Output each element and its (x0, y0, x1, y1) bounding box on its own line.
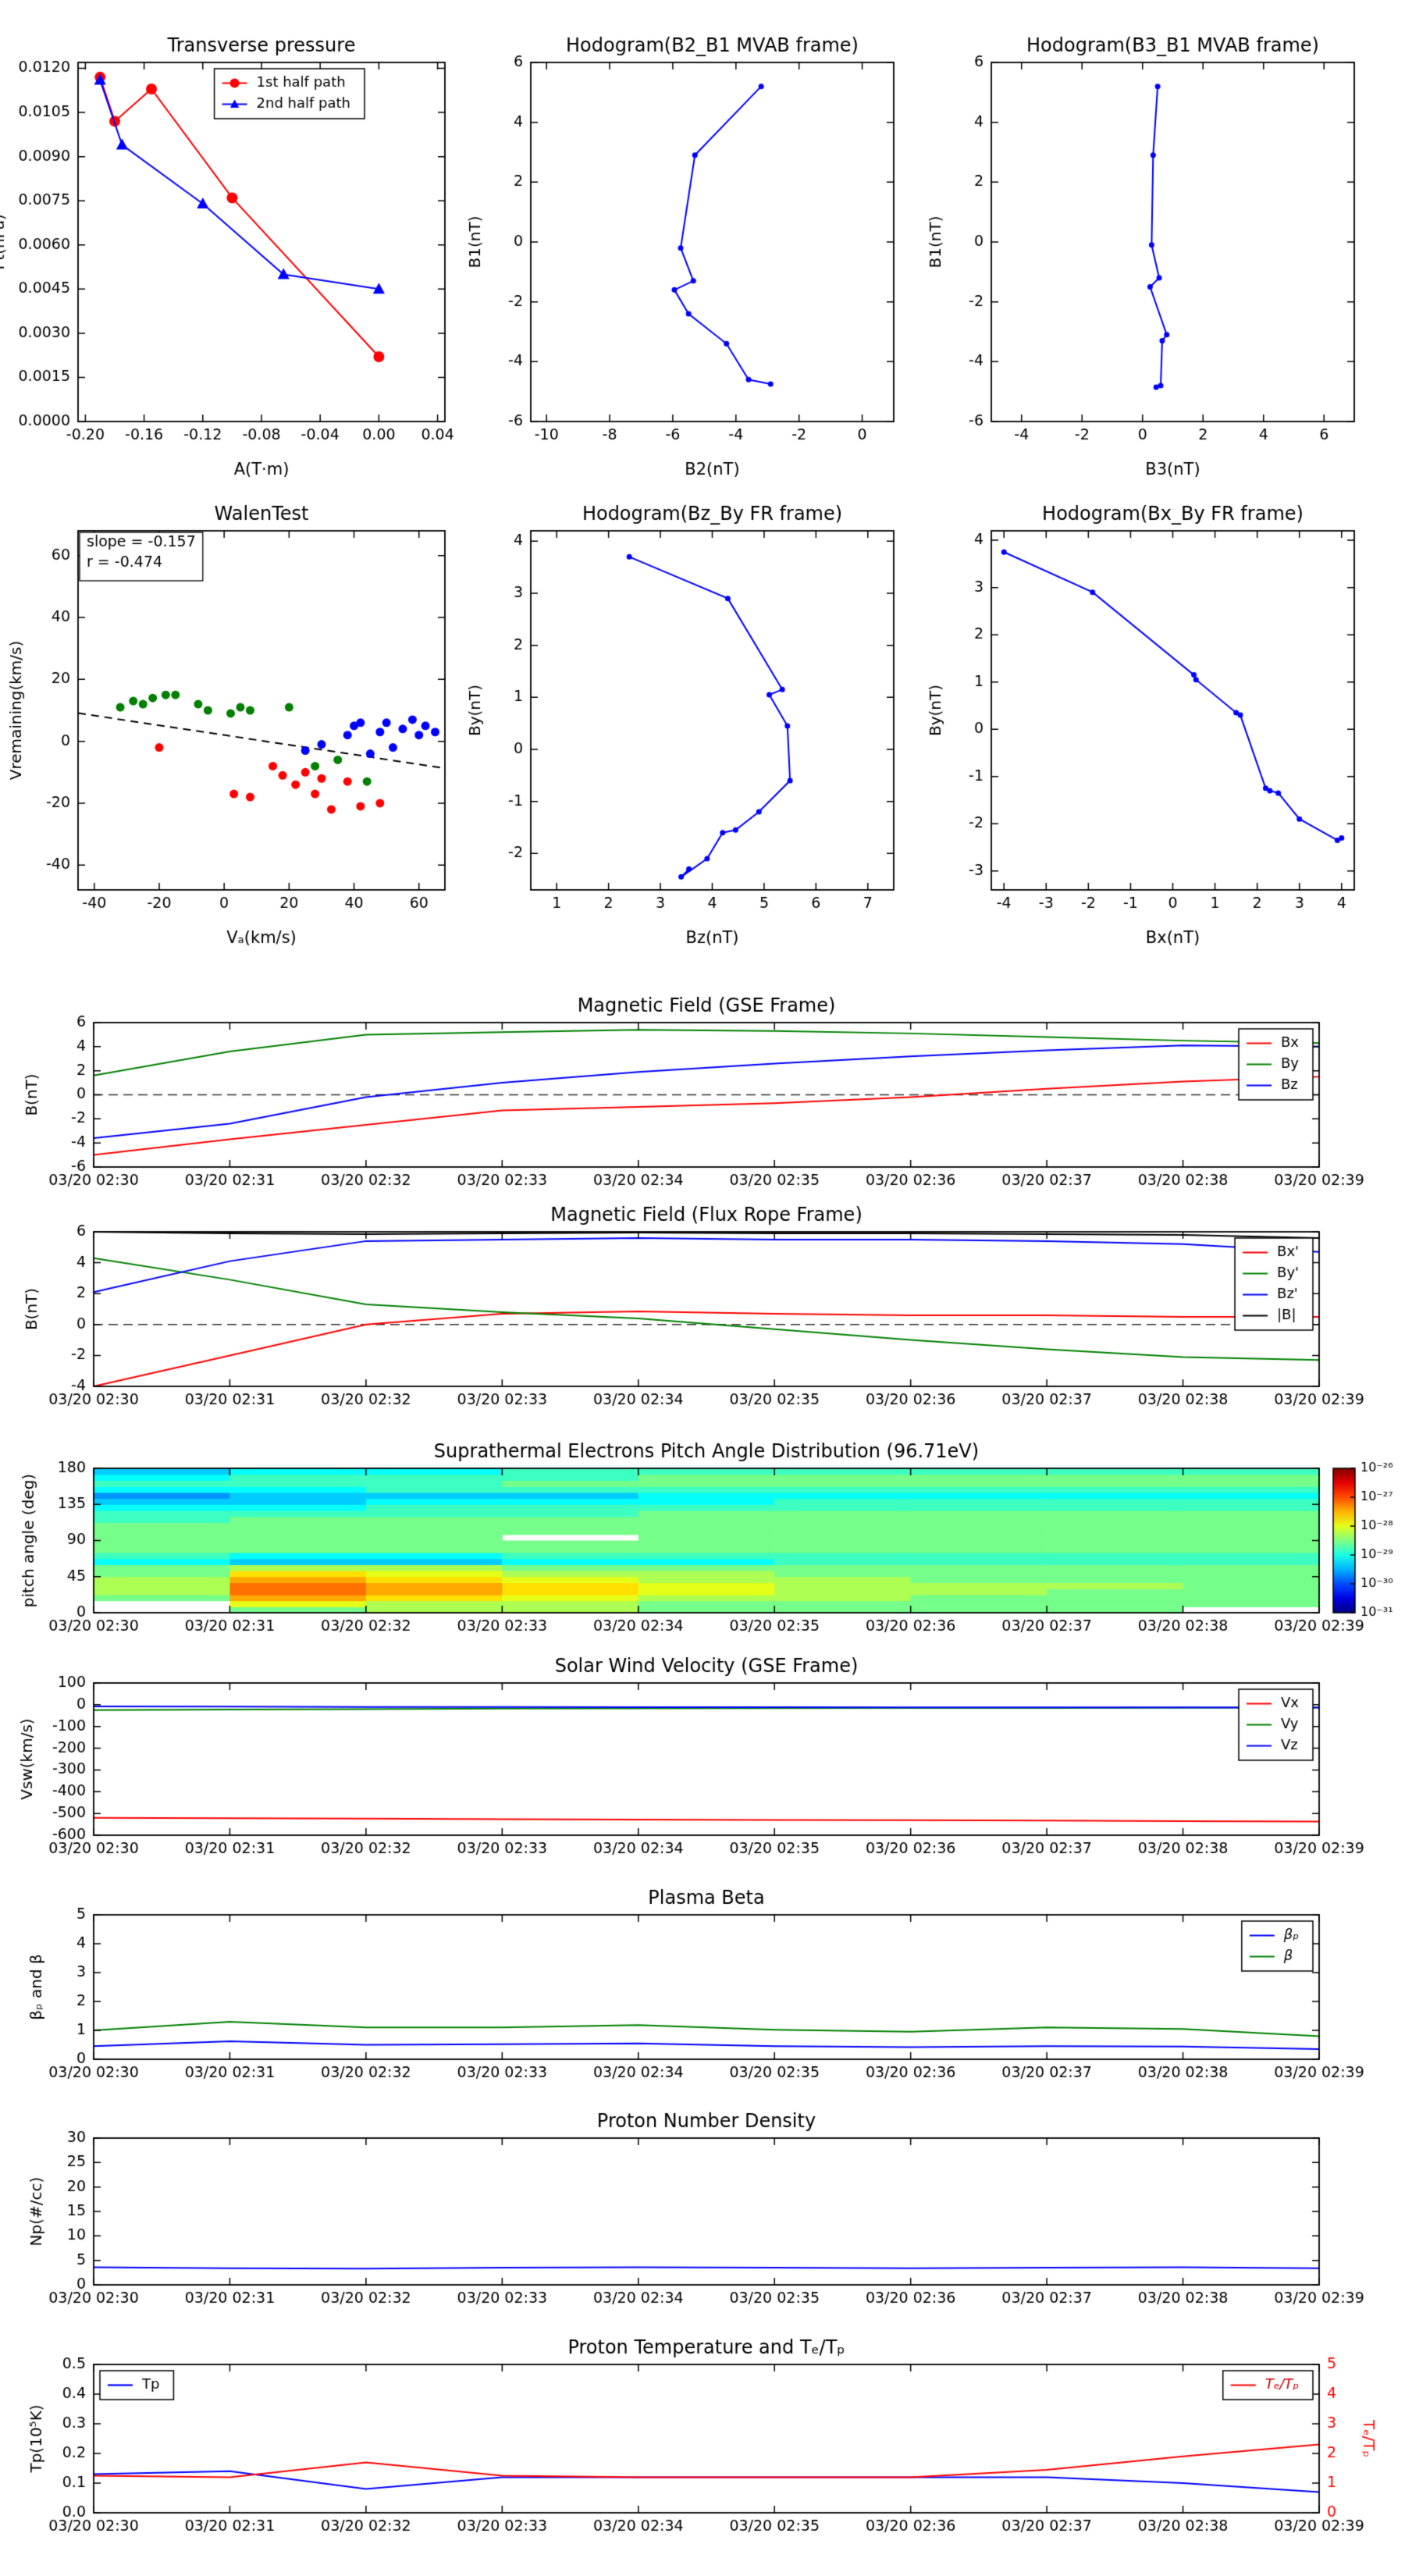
panel-np (86, 2103, 1327, 2339)
panel-temp (86, 2329, 1327, 2567)
panel-walen-test (70, 496, 453, 945)
panel-vsw (86, 1648, 1327, 1890)
panel-pad (86, 1433, 1327, 1667)
panel-b-fr (86, 1197, 1327, 1441)
panel-b-gse (86, 987, 1327, 1222)
pad-colorbar (1333, 1468, 1405, 1613)
panel-hodogram-b2b1 (523, 27, 902, 476)
panel-hodogram-bzby (523, 496, 902, 945)
panel-beta (86, 1880, 1327, 2114)
panel-hodogram-b3b1 (984, 27, 1362, 476)
panel-transverse-pressure (70, 27, 453, 476)
panel-hodogram-bxby (984, 496, 1362, 945)
